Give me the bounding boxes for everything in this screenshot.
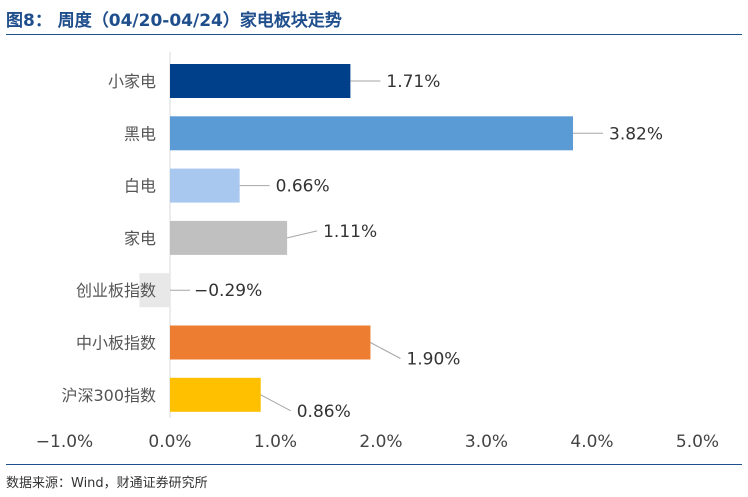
source-note: 数据来源：Wind，财通证券研究所 <box>6 476 208 491</box>
x-tick-label: 4.0% <box>570 432 613 452</box>
leader-line <box>260 394 291 412</box>
bar-2 <box>170 168 240 203</box>
x-tick-label: 2.0% <box>359 432 402 452</box>
bar-6 <box>170 377 261 412</box>
leader-line <box>286 230 318 239</box>
data-label: 1.11% <box>323 222 377 242</box>
category-label: 白电 <box>124 177 156 196</box>
category-label: 黑电 <box>124 124 156 143</box>
x-tick-label: −1.0% <box>36 432 93 452</box>
bar-chart: 小家电 1.71% 黑电 3.82% 白电 0.66% 家电 1.11% 创业板指数 −0.29%… <box>36 52 719 452</box>
data-label: 0.86% <box>297 402 351 422</box>
data-label: 1.71% <box>386 72 440 92</box>
category-label: 沪深300指数 <box>61 386 156 405</box>
bar-1 <box>170 116 574 151</box>
source-divider <box>6 464 742 465</box>
category-label: 小家电 <box>108 72 156 91</box>
title-divider <box>6 34 742 35</box>
data-label: −0.29% <box>194 281 262 301</box>
category-label: 创业板指数 <box>76 281 156 300</box>
bar-5 <box>170 325 371 360</box>
x-tick-label: 0.0% <box>148 432 191 452</box>
x-tick-label: 5.0% <box>676 432 719 452</box>
figure-title: 图8： 周度（04/20-04/24）家电板块走势 <box>6 11 342 31</box>
category-label: 家电 <box>124 229 156 248</box>
bar-0 <box>170 64 351 98</box>
x-tick-label: 1.0% <box>254 432 297 452</box>
bar-3 <box>170 220 288 255</box>
bar-4 <box>139 273 170 308</box>
x-tick-label: 3.0% <box>465 432 508 452</box>
data-label: 3.82% <box>609 124 663 144</box>
data-label: 1.90% <box>406 350 460 370</box>
leader-line <box>370 342 401 359</box>
data-label: 0.66% <box>276 177 330 197</box>
category-label: 中小板指数 <box>76 334 156 353</box>
